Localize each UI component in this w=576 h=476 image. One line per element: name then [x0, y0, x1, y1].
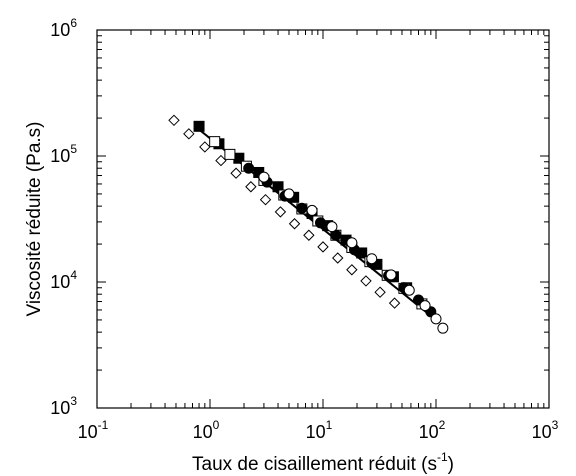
data-point-diamond — [168, 114, 180, 127]
x-tick-label: 100 — [193, 418, 220, 442]
x-tick-label: 101 — [306, 418, 333, 442]
data-point-diamond — [303, 229, 315, 241]
data-point-circle-open — [419, 300, 431, 312]
data-point-diamond — [259, 193, 272, 206]
x-tick-label: 10-1 — [78, 418, 109, 442]
data-point-square-filled — [193, 120, 205, 132]
plot-frame — [96, 29, 550, 409]
data-point-circle-open — [306, 204, 318, 216]
data-point-circle-open — [283, 188, 295, 200]
data-point-circle-filled — [296, 202, 308, 214]
data-point-circle-open — [430, 313, 442, 325]
y-tick-label: 104 — [50, 268, 77, 292]
data-point-square-open — [224, 148, 236, 160]
labels-layer: 10-1 100 101 102 103 103 104 105 106 — [50, 16, 558, 442]
data-point-diamond — [230, 167, 242, 179]
data-point-diamond — [332, 252, 344, 264]
data-point-square-filled — [272, 181, 284, 193]
x-tick-label: 103 — [532, 418, 559, 442]
data-point-diamond — [199, 141, 211, 153]
data-point-diamond — [374, 286, 386, 298]
y-tick-label: 105 — [50, 142, 77, 166]
data-point-circle-open — [437, 322, 449, 334]
data-point-diamond — [183, 128, 195, 140]
data-point-circle-filled — [243, 162, 255, 174]
data-point-diamond — [245, 181, 257, 193]
data-point-diamond — [215, 154, 227, 167]
data-point-circle-open — [326, 221, 338, 233]
y-tick-label: 103 — [50, 394, 77, 418]
data-point-circle-open — [403, 284, 415, 296]
data-point-diamond — [317, 241, 329, 253]
data-point-diamond — [274, 206, 287, 218]
data-point-diamond — [346, 264, 358, 276]
x-axis-title: Taux de cisaillement réduit (s-1) — [192, 450, 454, 475]
data-point-diamond — [360, 275, 372, 287]
data-point-circle-open — [366, 253, 378, 265]
data-point-square-open — [209, 136, 221, 148]
y-tick-label: 106 — [50, 16, 77, 40]
data-point-circle-open — [385, 269, 397, 281]
data-point-circle-open — [346, 237, 358, 249]
data-point-diamond — [388, 297, 401, 309]
marks-layer — [168, 114, 449, 334]
data-point-circle-open — [258, 171, 270, 183]
x-tick-label: 102 — [419, 418, 446, 442]
data-point-circle-filled — [314, 217, 326, 229]
y-axis-title: Viscosité réduite (Pa.s) — [24, 121, 45, 316]
data-point-diamond — [288, 218, 301, 230]
